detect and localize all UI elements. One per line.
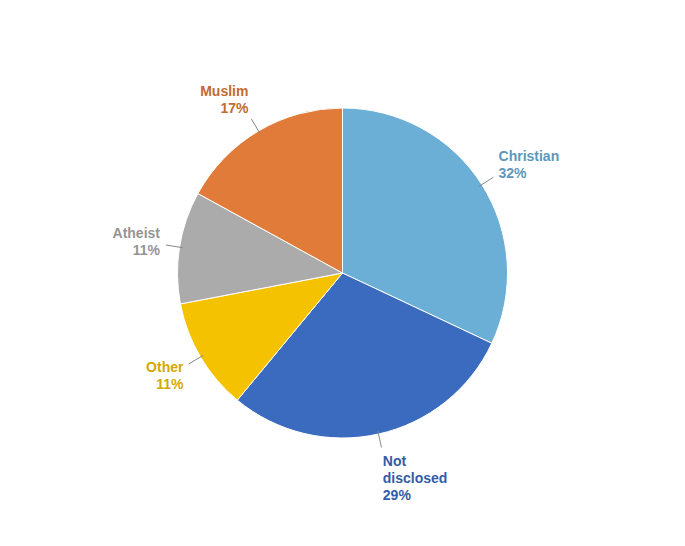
leader-line [378,431,382,448]
pie: Christian32%Notdisclosed29%Other11%Athei… [113,83,560,503]
labels: Christian32%Notdisclosed29%Other11%Athei… [113,83,560,503]
data-label: 11% [156,376,184,392]
leader-line [251,119,260,134]
leader-line [189,355,204,364]
data-label: 11% [133,242,161,258]
data-label: 32% [499,165,528,181]
data-label: 29% [383,487,412,503]
pie-slice [198,108,343,273]
leader-line [479,177,493,186]
category-label: Notdisclosed [383,453,448,486]
slices [178,108,508,438]
category-label: Christian [499,148,560,164]
category-label: Muslim [200,83,248,99]
category-label: Atheist [113,225,161,241]
leader-line [166,245,183,248]
category-label: Other [146,359,184,375]
data-label: 17% [220,100,249,116]
chart: Christian32%Notdisclosed29%Other11%Athei… [0,0,685,546]
